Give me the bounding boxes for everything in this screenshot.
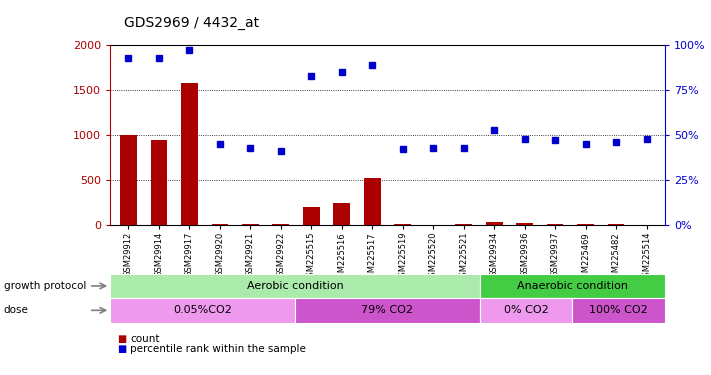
Text: Aerobic condition: Aerobic condition bbox=[247, 281, 343, 291]
Text: 100% CO2: 100% CO2 bbox=[589, 305, 648, 315]
Bar bbox=[547, 224, 563, 225]
Text: dose: dose bbox=[4, 305, 28, 315]
Bar bbox=[486, 222, 503, 225]
Bar bbox=[480, 298, 572, 322]
Bar bbox=[212, 224, 228, 225]
Bar bbox=[516, 223, 533, 225]
Bar bbox=[181, 83, 198, 225]
Bar bbox=[480, 274, 665, 298]
Bar bbox=[395, 224, 411, 225]
Bar bbox=[151, 140, 167, 225]
Bar bbox=[577, 224, 594, 225]
Text: 0% CO2: 0% CO2 bbox=[504, 305, 548, 315]
Text: percentile rank within the sample: percentile rank within the sample bbox=[130, 344, 306, 354]
Bar bbox=[272, 224, 289, 225]
Bar bbox=[572, 298, 665, 322]
Bar bbox=[110, 298, 295, 322]
Bar bbox=[303, 207, 320, 225]
Text: 79% CO2: 79% CO2 bbox=[361, 305, 414, 315]
Text: GDS2969 / 4432_at: GDS2969 / 4432_at bbox=[124, 16, 260, 30]
Bar bbox=[608, 224, 624, 225]
Text: ■: ■ bbox=[117, 344, 127, 354]
Bar bbox=[110, 274, 480, 298]
Bar bbox=[120, 135, 137, 225]
Bar bbox=[364, 178, 380, 225]
Text: ■: ■ bbox=[117, 334, 127, 344]
Text: Anaerobic condition: Anaerobic condition bbox=[517, 281, 628, 291]
Text: count: count bbox=[130, 334, 159, 344]
Bar bbox=[242, 224, 259, 225]
Bar bbox=[295, 298, 480, 322]
Text: 0.05%CO2: 0.05%CO2 bbox=[173, 305, 232, 315]
Bar bbox=[333, 202, 350, 225]
Text: growth protocol: growth protocol bbox=[4, 281, 86, 291]
